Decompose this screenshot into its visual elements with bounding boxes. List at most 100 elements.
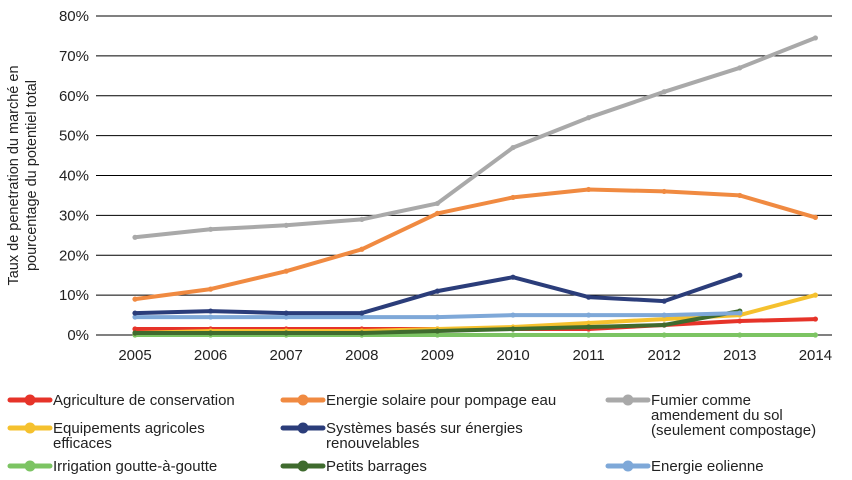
legend-label: Fumier comme — [651, 392, 751, 409]
data-point — [208, 308, 214, 314]
legend-marker — [297, 394, 309, 406]
legend-label: Systèmes basés sur énergies — [326, 420, 523, 437]
data-point — [434, 288, 440, 294]
legend-label: Energie solaire pour pompage eau — [326, 392, 556, 409]
data-point — [586, 312, 592, 318]
data-point — [661, 322, 667, 328]
x-tick-label: 2006 — [194, 347, 227, 364]
data-point — [812, 316, 819, 322]
y-tick-label: 50% — [59, 128, 89, 145]
data-point — [586, 186, 592, 193]
legend-label: Agriculture de conservation — [53, 392, 235, 409]
data-point — [434, 332, 440, 338]
y-axis-ticks: 0% 10% 20% 30% 40% 50% 60% 70% 80% — [59, 8, 89, 344]
legend-label: Irrigation goutte-à-goutte — [53, 458, 217, 475]
x-tick-label: 2005 — [118, 347, 151, 364]
data-point — [737, 310, 743, 316]
legend-marker — [24, 422, 36, 434]
y-tick-label: 80% — [59, 8, 89, 25]
data-point — [132, 296, 138, 302]
data-point — [283, 314, 289, 320]
legend-label: amendement du sol — [651, 407, 783, 424]
data-point — [661, 312, 667, 318]
data-point — [812, 292, 819, 298]
data-point — [208, 314, 214, 320]
legend-label: renouvelables — [326, 435, 419, 452]
gridlines — [96, 15, 832, 336]
data-point — [586, 332, 592, 338]
y-tick-label: 20% — [59, 247, 89, 264]
data-point — [510, 312, 516, 318]
legend-marker — [297, 460, 309, 472]
y-tick-label: 0% — [67, 327, 89, 344]
series-line — [133, 35, 818, 240]
data-point — [132, 310, 138, 316]
x-axis-ticks: 2005 2006 2007 2008 2009 2010 2011 2012 2013 2014 — [118, 347, 832, 364]
data-point — [661, 298, 667, 304]
series-1 — [132, 186, 819, 302]
data-point — [586, 324, 592, 330]
series-lines — [132, 35, 819, 338]
data-point — [586, 294, 592, 300]
data-point — [434, 314, 440, 320]
data-point — [132, 314, 138, 320]
x-tick-label: 2011 — [572, 347, 604, 364]
legend-label: Petits barrages — [326, 458, 427, 475]
series-7 — [132, 310, 743, 320]
y-axis-label: Taux de penetration du marché en pourcent… — [6, 65, 40, 285]
legend-label: Energie eolienne — [651, 458, 764, 475]
data-point — [510, 194, 516, 201]
data-point — [586, 320, 592, 326]
data-point — [661, 332, 667, 338]
data-point — [737, 332, 743, 338]
x-tick-label: 2012 — [648, 347, 681, 364]
y-axis-label-line: Taux de penetration du marché en — [6, 65, 22, 285]
data-point — [359, 246, 365, 252]
data-point — [208, 226, 214, 232]
data-point — [812, 332, 819, 338]
x-tick-label: 2014 — [799, 347, 832, 364]
data-point — [283, 222, 289, 228]
data-point — [737, 192, 743, 199]
data-point — [359, 216, 365, 222]
data-point — [283, 268, 289, 274]
data-point — [510, 274, 516, 280]
x-tick-label: 2008 — [345, 347, 378, 364]
series-line — [133, 187, 818, 302]
data-point — [208, 286, 214, 292]
legend-label: Equipements agricoles — [53, 420, 205, 437]
data-point — [359, 314, 365, 320]
legend-item: Energie solaire pour pompage eau — [280, 392, 556, 409]
data-point — [283, 330, 289, 336]
legend-marker — [24, 460, 36, 472]
legend-item: Irrigation goutte-à-goutte — [7, 458, 217, 475]
data-point — [661, 316, 667, 322]
data-point — [510, 144, 516, 151]
data-point — [434, 328, 440, 334]
data-point — [359, 310, 365, 316]
series-line — [133, 273, 742, 316]
data-point — [208, 330, 214, 336]
legend-item: Petits barrages — [280, 458, 427, 475]
legend-label: efficaces — [53, 435, 112, 452]
legend-marker — [297, 422, 309, 434]
x-tick-label: 2013 — [723, 347, 756, 364]
data-point — [586, 115, 592, 121]
data-point — [132, 330, 138, 336]
series-4 — [132, 272, 743, 316]
data-point — [737, 65, 743, 71]
legend-marker — [622, 394, 634, 406]
legend-marker — [622, 460, 634, 472]
data-point — [132, 234, 138, 240]
x-tick-label: 2007 — [270, 347, 303, 364]
data-point — [737, 272, 743, 278]
legend-item: Agriculture de conservation — [7, 392, 235, 409]
data-point — [434, 210, 440, 216]
data-point — [737, 318, 743, 324]
y-tick-label: 60% — [59, 88, 89, 105]
data-point — [359, 330, 365, 336]
